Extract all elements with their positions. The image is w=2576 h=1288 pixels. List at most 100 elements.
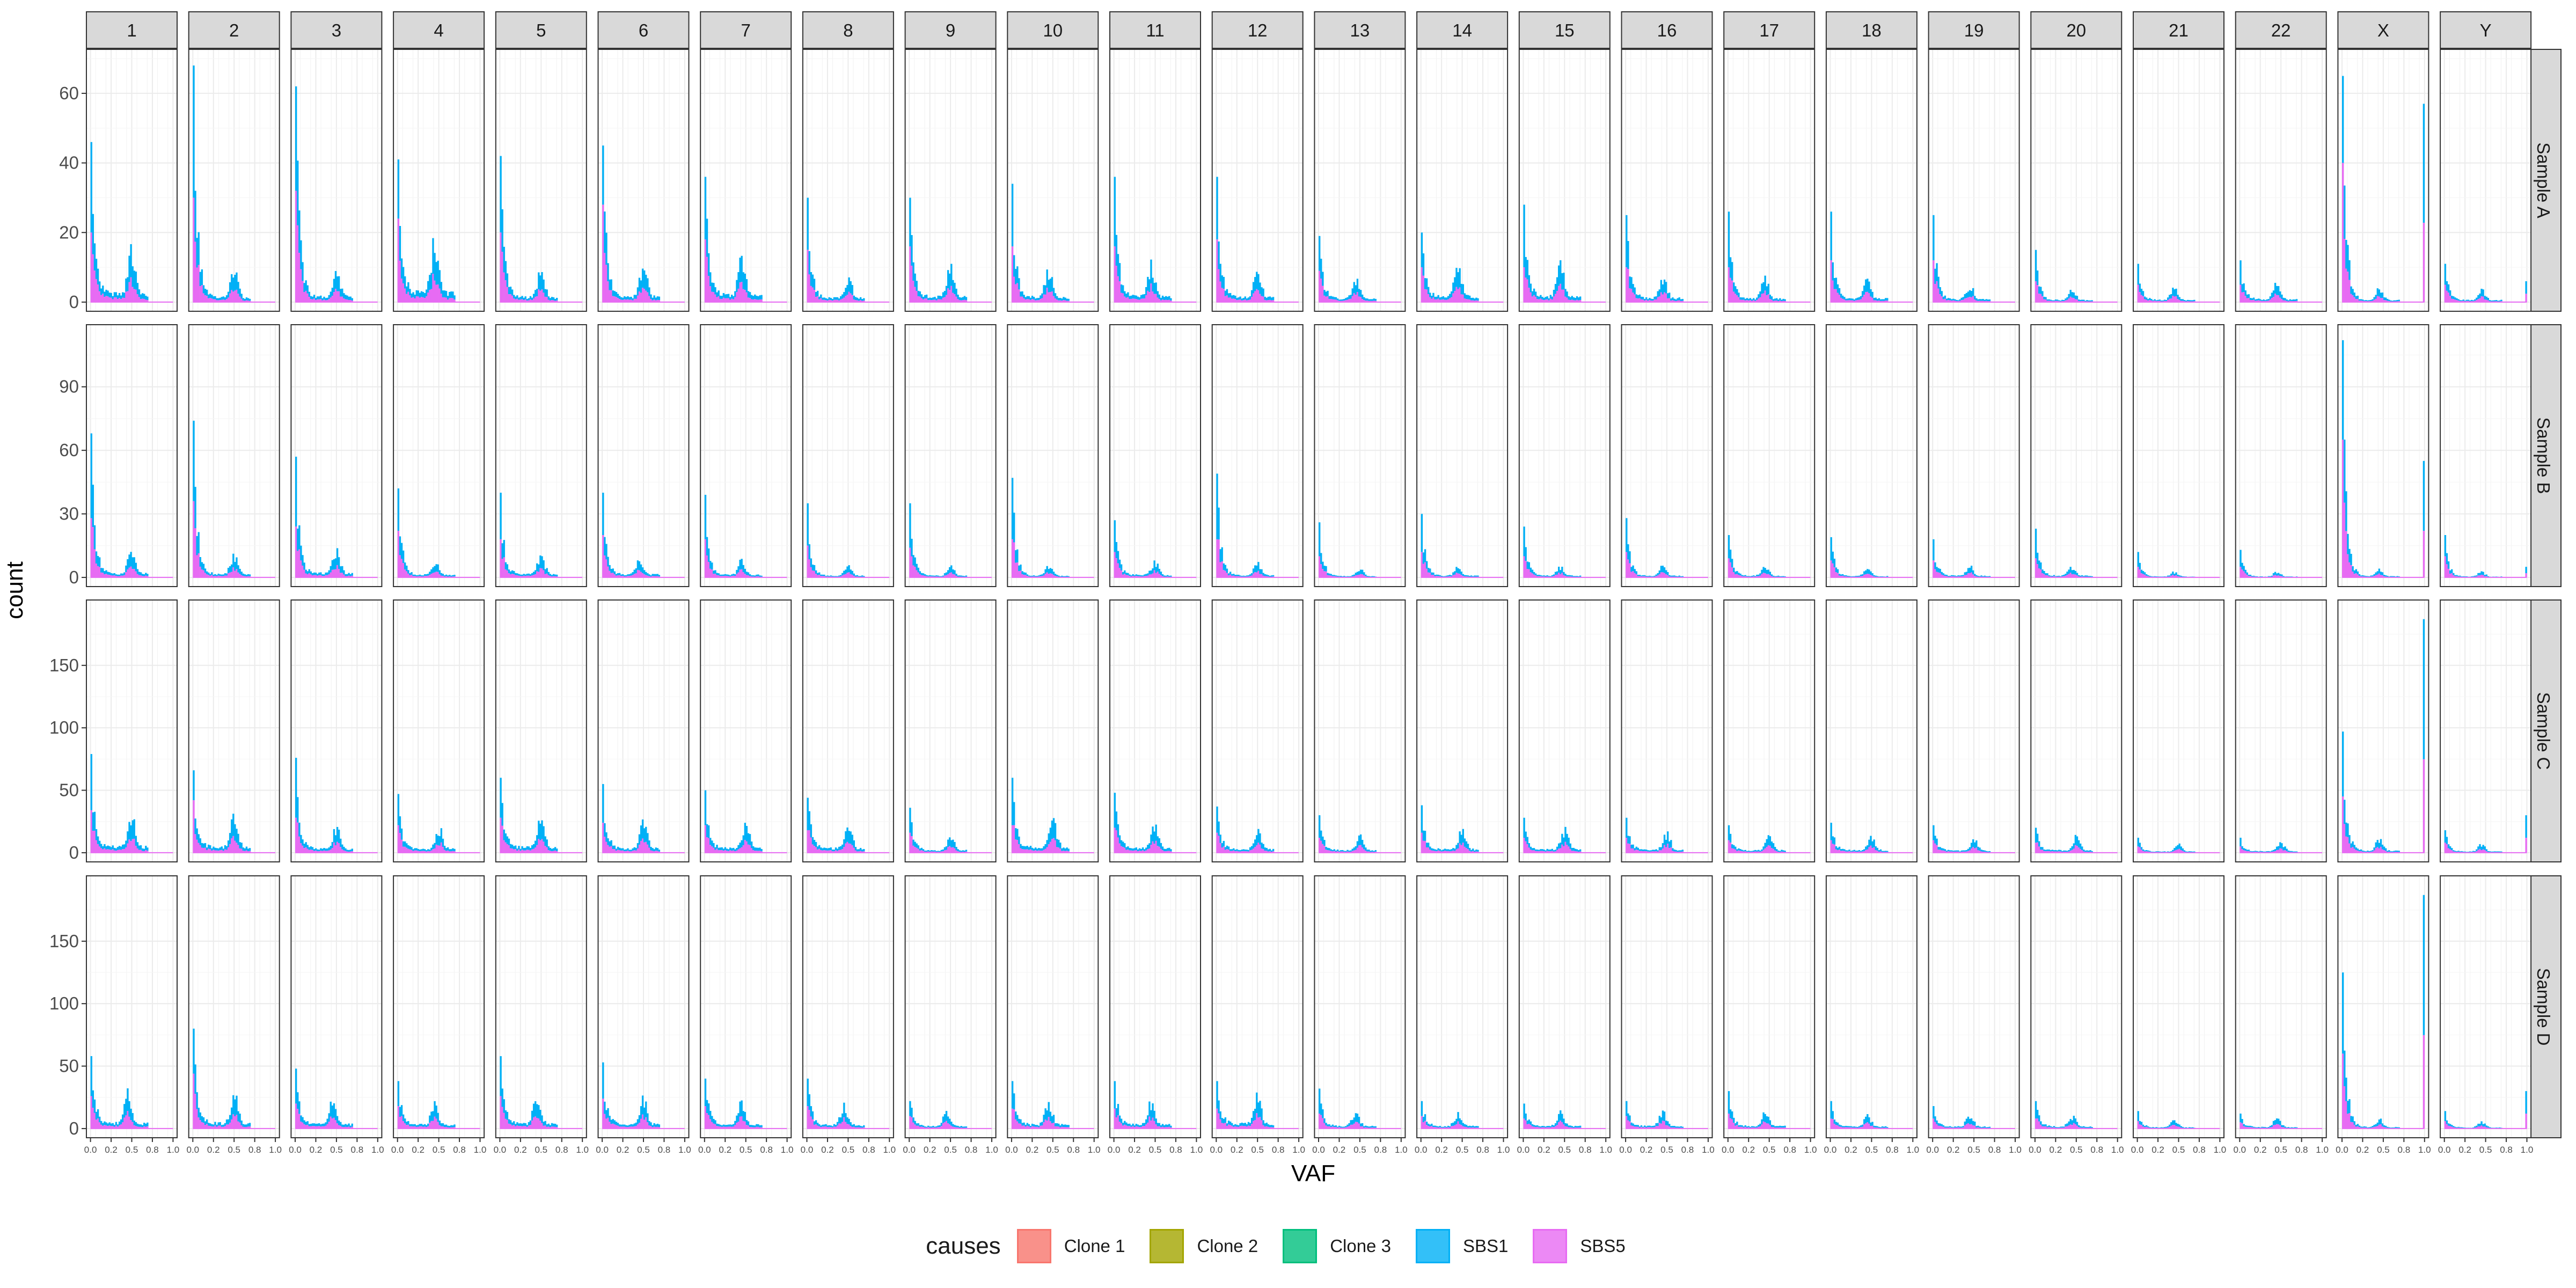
- bar-sbs1: [521, 296, 523, 299]
- bar-sbs1: [1051, 569, 1053, 574]
- bar-sbs5: [632, 300, 634, 302]
- bar-sbs5: [624, 299, 626, 302]
- bar-sbs1: [434, 253, 436, 281]
- bar-sbs5: [1540, 576, 1542, 577]
- bar-sbs5: [1356, 292, 1359, 302]
- panel-border: [290, 324, 383, 587]
- bar-sbs1: [543, 560, 545, 570]
- bar-sbs5: [1158, 299, 1161, 302]
- bar-sbs1: [440, 573, 443, 576]
- bar-sbs5: [100, 572, 103, 577]
- panel: [1518, 324, 1611, 587]
- bar-sbs1: [925, 575, 928, 576]
- bar-sbs5: [1549, 298, 1552, 302]
- bar-sbs1: [1571, 575, 1573, 577]
- bar-sbs5: [1328, 299, 1330, 302]
- bar-sbs1: [430, 569, 433, 574]
- bar-sbs1: [1729, 257, 1732, 278]
- bar-sbs1: [851, 285, 853, 295]
- bar-sbs5: [1048, 292, 1050, 302]
- bar-sbs5: [1858, 299, 1861, 302]
- bar-sbs1: [1059, 298, 1062, 301]
- bar-sbs5: [541, 289, 543, 302]
- bar-sbs5: [500, 232, 502, 302]
- bar-sbs1: [1249, 574, 1252, 576]
- bar-sbs5: [2281, 299, 2283, 302]
- bar-sbs1: [118, 292, 121, 298]
- bar-sbs5: [518, 575, 520, 577]
- bar-sbs5: [1021, 574, 1023, 577]
- bar-sbs5: [406, 294, 408, 302]
- bar-sbs5: [640, 292, 642, 302]
- bar-sbs1: [617, 573, 619, 575]
- bar-sbs5: [2035, 281, 2037, 302]
- bar-sbs1: [2077, 299, 2080, 301]
- bar-sbs5: [531, 300, 533, 302]
- bar-sbs1: [219, 574, 221, 576]
- bar-sbs1: [2048, 299, 2050, 301]
- bar-sbs1: [331, 288, 334, 296]
- bar-sbs1: [1424, 278, 1426, 289]
- bar-sbs5: [825, 300, 827, 302]
- bar-sbs1: [404, 276, 406, 289]
- bar-sbs5: [845, 296, 847, 302]
- bar-sbs1: [1143, 294, 1146, 299]
- bar-sbs5: [2479, 298, 2481, 302]
- bar-sbs1: [419, 574, 421, 576]
- bar-sbs1: [1856, 297, 1859, 301]
- bar-sbs5: [118, 576, 121, 577]
- bar-sbs1: [1227, 293, 1230, 298]
- bar-sbs1: [757, 574, 759, 576]
- bar-sbs1: [1343, 299, 1345, 301]
- bar-sbs5: [2163, 301, 2166, 302]
- bar-sbs1: [653, 574, 655, 576]
- bar-sbs5: [108, 297, 111, 302]
- bar-sbs5: [222, 299, 225, 302]
- bar-sbs5: [2048, 301, 2050, 302]
- bar-sbs1: [2472, 300, 2475, 302]
- panel: [1109, 49, 1201, 312]
- panel: [904, 324, 997, 587]
- bar-sbs5: [524, 299, 526, 302]
- bar-sbs1: [120, 573, 122, 576]
- bar-sbs1: [402, 550, 405, 564]
- bar-sbs1: [1474, 298, 1476, 301]
- bar-sbs1: [2069, 290, 2072, 297]
- bar-sbs1: [1118, 559, 1121, 568]
- bar-sbs1: [931, 298, 933, 301]
- bar-sbs5: [341, 573, 343, 577]
- bar-sbs5: [98, 567, 101, 577]
- bar-sbs5: [438, 574, 441, 577]
- bar-sbs1: [1781, 299, 1783, 302]
- bar-sbs5: [2137, 284, 2139, 302]
- bar-sbs5: [1667, 575, 1669, 577]
- bar-sbs5: [1335, 299, 1337, 302]
- bar-sbs1: [1345, 576, 1347, 577]
- bar-sbs5: [757, 576, 759, 577]
- bar-sbs5: [2172, 296, 2174, 302]
- bar-sbs1: [848, 277, 850, 292]
- bar-sbs1: [1056, 575, 1058, 576]
- bar-sbs5: [707, 276, 710, 302]
- bar-sbs5: [1056, 576, 1058, 577]
- bar-sbs1: [343, 570, 345, 575]
- bar-sbs1: [104, 571, 106, 574]
- bar-sbs5: [841, 575, 844, 577]
- bar-sbs5: [1647, 301, 1649, 302]
- bar-sbs1: [112, 573, 114, 576]
- bar-sbs1: [397, 159, 400, 219]
- bar-sbs1: [826, 298, 829, 301]
- bar-sbs1: [1941, 291, 1943, 297]
- bar-sbs1: [1534, 573, 1537, 576]
- bar-sbs1: [1886, 298, 1889, 301]
- bar-sbs1: [1061, 575, 1063, 577]
- bar-sbs1: [2380, 292, 2382, 298]
- bar-sbs5: [213, 576, 215, 577]
- bar-sbs1: [1987, 299, 1989, 302]
- bar-sbs5: [1221, 561, 1223, 577]
- bar-sbs5: [445, 576, 448, 577]
- bar-sbs1: [830, 298, 832, 301]
- bar-sbs1: [622, 297, 624, 300]
- bar-sbs1: [1323, 566, 1326, 572]
- bar-sbs1: [1526, 561, 1528, 569]
